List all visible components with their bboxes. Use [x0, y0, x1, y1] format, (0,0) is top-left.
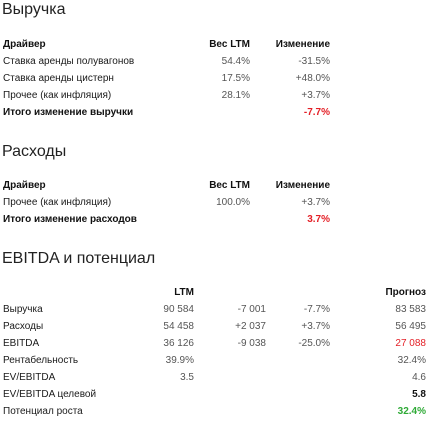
table-row: Расходы 54 458 +2 037 +3.7% 56 495 [3, 318, 426, 335]
metric-label: Рентабельность [3, 355, 79, 366]
table-row: Ставка аренды полувагонов 54.4% -31.5% [3, 53, 426, 70]
change-value: -31.5% [298, 56, 330, 67]
weight-value: 17.5% [221, 73, 250, 84]
table-row: Ставка аренды цистерн 17.5% +48.0% [3, 70, 426, 87]
pct-value: -25.0% [298, 338, 330, 349]
weight-header: Вес LTM [209, 39, 250, 50]
metric-label: EV/EBITDA [3, 372, 56, 383]
forecast-value: 83 583 [395, 304, 426, 315]
metric-label: Выручка [3, 304, 43, 315]
ltm-value: 39.9% [165, 355, 194, 366]
total-row: Итого изменение выручки -7.7% [3, 104, 426, 121]
forecast-value: 32.4% [397, 406, 426, 417]
driver-label: Ставка аренды цистерн [3, 73, 114, 84]
change-value: +3.7% [301, 197, 330, 208]
ltm-value: 36 126 [163, 338, 194, 349]
forecast-value: 32.4% [397, 355, 426, 366]
driver-header: Драйвер [3, 39, 46, 50]
total-label: Итого изменение выручки [3, 107, 134, 118]
change-value: +3.7% [301, 90, 330, 101]
weight-value: 54.4% [221, 56, 250, 67]
ltm-value: 90 584 [163, 304, 194, 315]
change-value: +48.0% [295, 73, 330, 84]
revenue-drivers-table: Драйвер Вес LTM Изменение Ставка аренды … [3, 36, 426, 121]
table-row: Прочее (как инфляция) 100.0% +3.7% [3, 194, 426, 211]
expenses-section-title: Расходы [2, 143, 67, 160]
driver-label: Прочее (как инфляция) [3, 90, 112, 101]
total-change-value: -7.7% [303, 107, 330, 118]
expense-drivers-table: Драйвер Вес LTM Изменение Прочее (как ин… [3, 177, 426, 228]
delta-value: +2 037 [235, 321, 266, 332]
table-row: Рентабельность 39.9% 32.4% [3, 352, 426, 369]
metric-label: Расходы [3, 321, 44, 332]
ebitda-section-title: EBITDA и потенциал [2, 250, 156, 267]
metric-label: EV/EBITDA целевой [3, 389, 97, 400]
metric-label: Потенциал роста [3, 406, 83, 417]
pct-value: -7.7% [303, 304, 330, 315]
table-row: EBITDA 36 126 -9 038 -25.0% 27 088 [3, 335, 426, 352]
driver-label: Прочее (как инфляция) [3, 197, 112, 208]
metric-label: EBITDA [3, 338, 40, 349]
table-row: EV/EBITDA 3.5 4.6 [3, 369, 426, 386]
forecast-value: 4.6 [412, 372, 426, 383]
delta-value: -9 038 [237, 338, 266, 349]
ltm-value: 54 458 [163, 321, 194, 332]
total-label: Итого изменение расходов [3, 214, 137, 225]
table-row: Выручка 90 584 -7 001 -7.7% 83 583 [3, 301, 426, 318]
forecast-value: 27 088 [395, 338, 426, 349]
weight-header: Вес LTM [209, 180, 250, 191]
total-change-value: 3.7% [307, 214, 330, 225]
delta-value: -7 001 [237, 304, 266, 315]
table-header-row: Драйвер Вес LTM Изменение [3, 36, 426, 53]
ltm-value: 3.5 [180, 372, 194, 383]
ltm-header: LTM [174, 287, 194, 298]
table-row: Потенциал роста 32.4% [3, 403, 426, 420]
change-header: Изменение [275, 180, 330, 191]
forecast-value: 56 495 [395, 321, 426, 332]
forecast-value: 5.8 [412, 389, 426, 400]
pct-value: +3.7% [301, 321, 330, 332]
total-row: Итого изменение расходов 3.7% [3, 211, 426, 228]
table-header-row: LTM Прогноз [3, 284, 426, 301]
weight-value: 100.0% [216, 197, 250, 208]
ebitda-table: LTM Прогноз Выручка 90 584 -7 001 -7.7% … [3, 284, 426, 420]
table-row: Прочее (как инфляция) 28.1% +3.7% [3, 87, 426, 104]
table-header-row: Драйвер Вес LTM Изменение [3, 177, 426, 194]
change-header: Изменение [275, 39, 330, 50]
table-row: EV/EBITDA целевой 5.8 [3, 386, 426, 403]
forecast-header: Прогноз [385, 287, 426, 298]
weight-value: 28.1% [221, 90, 250, 101]
revenue-section-title: Выручка [2, 1, 66, 18]
driver-header: Драйвер [3, 180, 46, 191]
driver-label: Ставка аренды полувагонов [3, 56, 135, 67]
